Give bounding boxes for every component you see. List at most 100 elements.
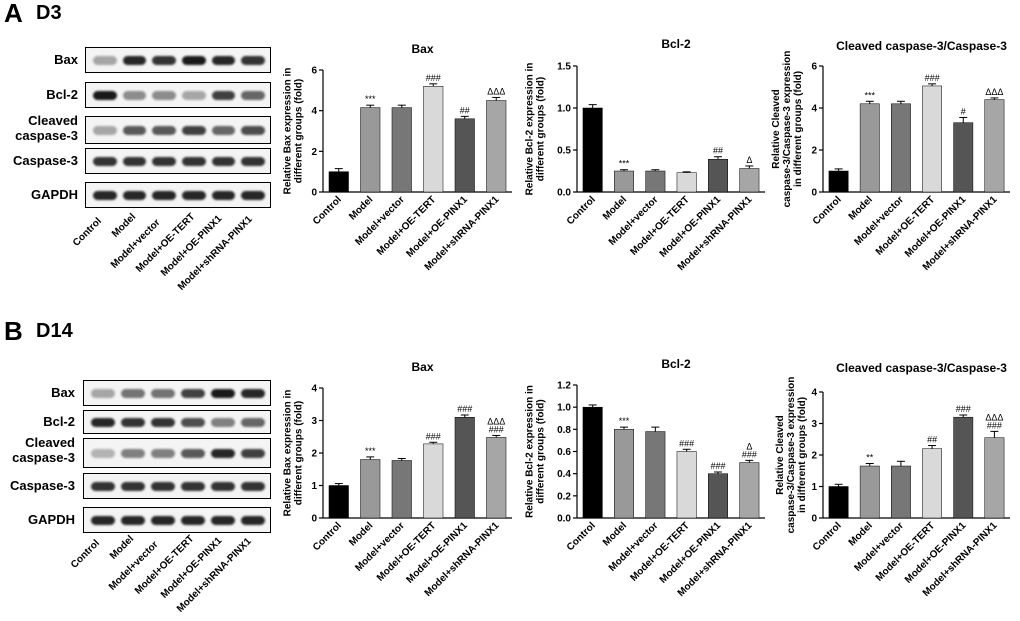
blot-band	[181, 449, 205, 458]
y-tick-label: 0	[811, 514, 817, 525]
y-axis-label-line: Relative Bax expression in	[283, 68, 294, 195]
y-tick-label: 4	[811, 388, 817, 399]
bar	[891, 103, 911, 193]
significance-line: ##	[713, 146, 723, 156]
x-tick-label: Model	[601, 520, 629, 548]
significance-label: ###	[710, 461, 725, 471]
chart-title: Bax	[411, 360, 433, 374]
blot-band	[211, 389, 235, 398]
blot-band	[182, 126, 206, 135]
significance-line: ***	[365, 94, 376, 104]
blot-band	[93, 126, 117, 135]
y-tick-label: 0.4	[557, 469, 571, 480]
significance-label: ΔΔΔ	[487, 86, 505, 96]
significance-line: ###	[742, 449, 757, 459]
significance-label: ###	[457, 404, 472, 414]
blot-band	[93, 91, 117, 100]
y-tick-label: 1.5	[557, 62, 571, 73]
significance-line: ###	[925, 73, 940, 83]
x-tick-label: Control	[565, 194, 598, 227]
significance-line: ###	[987, 420, 1002, 430]
day-label-d3: D3	[36, 2, 62, 24]
x-tick-label: Control	[565, 520, 598, 553]
bar	[891, 465, 911, 519]
blot-row-label: Cleaved caspase-3	[12, 435, 75, 465]
blot-band	[121, 418, 145, 427]
significance-line: #	[961, 106, 966, 116]
blot-band	[241, 389, 265, 398]
bar	[922, 85, 942, 193]
significance-line: ###	[426, 73, 441, 83]
significance-line: ###	[956, 404, 971, 414]
x-tick-label: Model+OE-TERT	[375, 520, 438, 583]
blot-band	[241, 157, 265, 166]
blot-row-label: GAPDH	[31, 187, 78, 202]
y-tick-label: 1.2	[557, 381, 571, 392]
blot-row-label: Bcl-2	[46, 87, 78, 102]
blot-strip	[83, 410, 271, 434]
chart-title: Bcl-2	[661, 357, 691, 371]
bar	[984, 99, 1005, 193]
y-axis-label: Relative Bcl-2 expression indifferent gr…	[525, 385, 547, 518]
bar	[423, 443, 444, 519]
y-axis-label-line: in different groups (fold)	[793, 71, 804, 187]
y-axis-label-line: different groups (fold)	[536, 399, 547, 503]
blot-band	[121, 482, 145, 491]
blot-band	[151, 389, 175, 398]
blot-row-label: Bax	[51, 385, 75, 400]
chart-title: Bcl-2	[661, 37, 691, 51]
blot-band	[121, 449, 145, 458]
day-label-d14: D14	[36, 320, 73, 342]
blot-band	[93, 191, 117, 200]
y-axis-label: Relative Bax expression indifferent grou…	[283, 390, 305, 517]
blot-strip	[83, 507, 271, 533]
blot-band	[181, 389, 205, 398]
bar	[676, 172, 697, 193]
blot-band	[122, 56, 147, 65]
bar	[328, 171, 349, 193]
bar	[859, 103, 880, 193]
significance-line: ###	[679, 438, 694, 448]
blot-band	[151, 482, 175, 491]
bar	[582, 406, 603, 519]
y-axis-label-line: Relative Bcl-2 expression in	[525, 63, 536, 196]
bar	[454, 417, 475, 519]
y-axis-label-line: Relative Bcl-2 expression in	[525, 385, 536, 518]
blot-band	[181, 516, 205, 525]
y-tick-label: 0.6	[557, 447, 571, 458]
blot-band	[211, 516, 235, 525]
y-tick-label: 4	[311, 384, 317, 395]
bar	[614, 429, 634, 519]
blot-row-label: Bax	[54, 52, 78, 67]
bar	[676, 451, 697, 519]
blot-strip	[85, 182, 271, 208]
chart-title: Bax	[411, 42, 433, 56]
bar	[739, 168, 760, 193]
blot-band	[93, 56, 117, 65]
blot-band	[241, 191, 265, 200]
blot-band	[182, 157, 206, 166]
blot-band	[182, 191, 206, 200]
significance-line: ###	[457, 404, 472, 414]
significance-label: ***	[619, 416, 630, 426]
y-tick-label: 4	[311, 106, 317, 117]
significance-label: ###	[426, 431, 441, 441]
blot-band	[91, 418, 115, 427]
significance-label: ***	[365, 446, 376, 456]
blot-row-label: Cleaved caspase-3	[15, 113, 78, 143]
y-tick-label: 0	[311, 514, 317, 525]
blot-band	[241, 91, 265, 100]
x-tick-label: Model+OE-TERT	[375, 194, 438, 257]
blot-band	[91, 516, 115, 525]
bar	[614, 170, 634, 193]
bcl2-chart-d14: Bcl-2 Relative Bcl-2 expression indiffere…	[525, 357, 765, 599]
significance-line: ###	[489, 424, 504, 434]
y-tick-label: 1.0	[557, 403, 571, 414]
blot-band	[151, 449, 175, 458]
blot-band	[122, 191, 147, 200]
blot-band	[211, 126, 236, 135]
y-tick-label: 6	[311, 66, 317, 77]
y-axis-label-line: different groups (fold)	[536, 77, 547, 181]
blot-band	[182, 56, 206, 65]
